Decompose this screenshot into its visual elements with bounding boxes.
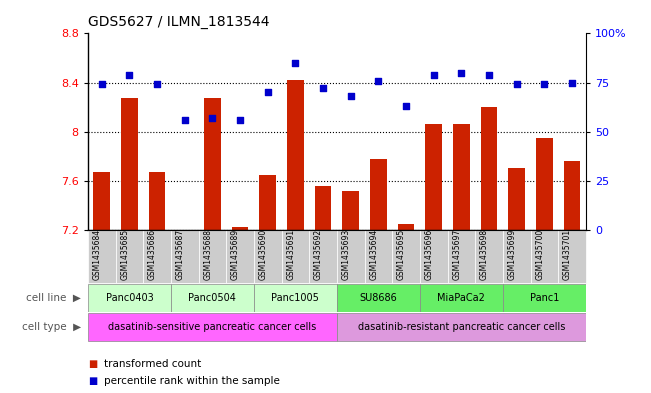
Bar [536, 138, 553, 230]
Bar [447, 230, 475, 283]
Text: GSM1435698: GSM1435698 [480, 229, 489, 280]
Bar [143, 230, 171, 283]
Point [262, 89, 273, 95]
Text: cell type  ▶: cell type ▶ [22, 322, 81, 332]
Bar [88, 284, 171, 312]
Text: dasatinib-resistant pancreatic cancer cells: dasatinib-resistant pancreatic cancer ce… [357, 322, 565, 332]
Text: GSM1435689: GSM1435689 [231, 229, 240, 280]
Bar [480, 107, 497, 230]
Bar [420, 230, 448, 283]
Text: GSM1435701: GSM1435701 [563, 229, 572, 280]
Text: Panc1005: Panc1005 [271, 293, 320, 303]
Bar [232, 228, 248, 230]
Point [401, 103, 411, 109]
Text: ■: ■ [88, 376, 97, 386]
Text: SU8686: SU8686 [359, 293, 397, 303]
Text: GSM1435691: GSM1435691 [286, 229, 296, 280]
Text: GSM1435700: GSM1435700 [535, 229, 544, 280]
Bar [564, 161, 580, 230]
Bar [337, 313, 586, 341]
Text: Panc0504: Panc0504 [188, 293, 236, 303]
Bar [227, 230, 254, 283]
Bar [398, 224, 414, 230]
Bar [116, 230, 143, 283]
Text: GSM1435694: GSM1435694 [369, 229, 378, 280]
Text: transformed count: transformed count [104, 358, 201, 369]
Bar [420, 284, 503, 312]
Point [484, 72, 494, 78]
Bar [508, 169, 525, 230]
Bar [121, 99, 138, 230]
Text: dasatinib-sensitive pancreatic cancer cells: dasatinib-sensitive pancreatic cancer ce… [108, 322, 316, 332]
Point [373, 77, 383, 84]
Text: percentile rank within the sample: percentile rank within the sample [104, 376, 280, 386]
Bar [337, 230, 365, 283]
Point [124, 72, 135, 78]
Bar [259, 174, 276, 230]
Bar [342, 191, 359, 230]
Bar [531, 230, 558, 283]
Bar [88, 230, 116, 283]
Bar [475, 230, 503, 283]
Bar [425, 124, 442, 230]
Bar [337, 284, 420, 312]
Bar [314, 186, 331, 230]
Text: GSM1435695: GSM1435695 [397, 229, 406, 280]
Bar [392, 230, 420, 283]
Point [180, 117, 190, 123]
Bar [370, 159, 387, 230]
Bar [94, 172, 110, 230]
Point [346, 93, 356, 99]
Bar [503, 284, 586, 312]
Text: GSM1435692: GSM1435692 [314, 229, 323, 280]
Bar [171, 230, 199, 283]
Point [456, 70, 467, 76]
Bar [365, 230, 392, 283]
Text: GSM1435697: GSM1435697 [452, 229, 462, 280]
Bar [309, 230, 337, 283]
Point [290, 60, 301, 66]
Point [152, 81, 162, 88]
Bar [88, 313, 337, 341]
Bar [503, 230, 531, 283]
Text: GSM1435696: GSM1435696 [424, 229, 434, 280]
Point [428, 72, 439, 78]
Text: GSM1435699: GSM1435699 [508, 229, 517, 280]
Bar [453, 124, 469, 230]
Text: GDS5627 / ILMN_1813544: GDS5627 / ILMN_1813544 [88, 15, 270, 29]
Text: Panc0403: Panc0403 [105, 293, 153, 303]
Bar [254, 284, 337, 312]
Bar [254, 230, 281, 283]
Text: GSM1435687: GSM1435687 [176, 229, 185, 280]
Point [512, 81, 522, 88]
Text: GSM1435685: GSM1435685 [120, 229, 130, 280]
Bar [199, 230, 227, 283]
Bar [204, 99, 221, 230]
Text: GSM1435690: GSM1435690 [258, 229, 268, 280]
Point [235, 117, 245, 123]
Bar [148, 172, 165, 230]
Point [96, 81, 107, 88]
Text: GSM1435684: GSM1435684 [92, 229, 102, 280]
Bar [287, 80, 303, 230]
Text: GSM1435686: GSM1435686 [148, 229, 157, 280]
Text: cell line  ▶: cell line ▶ [27, 293, 81, 303]
Text: ■: ■ [88, 358, 97, 369]
Bar [171, 284, 254, 312]
Bar [281, 230, 309, 283]
Text: GSM1435688: GSM1435688 [203, 229, 212, 280]
Point [207, 115, 217, 121]
Text: GSM1435693: GSM1435693 [342, 229, 351, 280]
Bar [558, 230, 586, 283]
Text: MiaPaCa2: MiaPaCa2 [437, 293, 486, 303]
Text: Panc1: Panc1 [530, 293, 559, 303]
Point [539, 81, 549, 88]
Point [567, 79, 577, 86]
Point [318, 85, 328, 92]
